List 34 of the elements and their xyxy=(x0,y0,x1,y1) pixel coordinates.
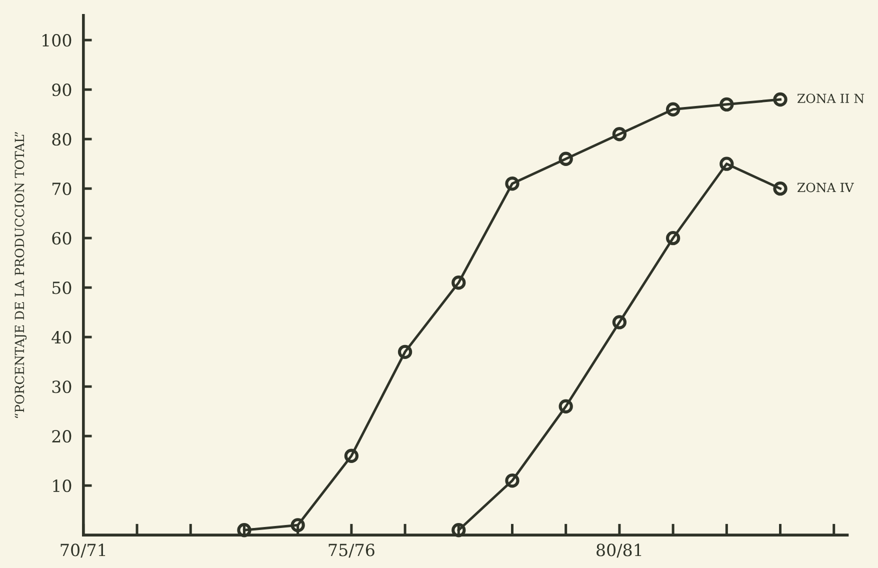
y-tick-label: 70 xyxy=(52,182,72,196)
point xyxy=(505,176,520,191)
series-label: ZONA II N xyxy=(797,94,864,104)
y-tick-label: 20 xyxy=(52,430,72,443)
point xyxy=(505,474,520,488)
y-tick-label: 100 xyxy=(42,34,72,47)
y-tick-label: 60 xyxy=(52,232,72,245)
point xyxy=(558,152,573,166)
point xyxy=(452,276,466,290)
point xyxy=(398,344,412,359)
point xyxy=(237,523,252,538)
point xyxy=(612,315,627,330)
x-tick-label: 70/71 xyxy=(60,544,106,558)
point xyxy=(452,523,466,538)
y-tick-label: 50 xyxy=(52,282,72,294)
point xyxy=(773,181,788,196)
y-axis-title: “PORCENTAJE DE LA PRODUCCION TOTAL” xyxy=(14,132,27,418)
y-tick-label: 80 xyxy=(52,133,72,146)
point xyxy=(558,399,573,414)
point xyxy=(666,230,680,246)
point xyxy=(666,102,680,116)
y-tick-label: 40 xyxy=(52,331,72,344)
point xyxy=(720,156,734,171)
x-tick-label: 80/81 xyxy=(596,544,642,558)
series-label: ZONA IV xyxy=(797,182,854,192)
y-tick-label: 90 xyxy=(52,84,72,96)
point xyxy=(612,127,627,142)
point xyxy=(344,448,359,463)
x-tick-label: 75/76 xyxy=(328,544,374,558)
point xyxy=(290,518,305,532)
point xyxy=(773,92,788,107)
y-tick-label: 30 xyxy=(52,380,72,394)
point xyxy=(720,97,734,112)
y-tick-label: 10 xyxy=(53,480,72,492)
